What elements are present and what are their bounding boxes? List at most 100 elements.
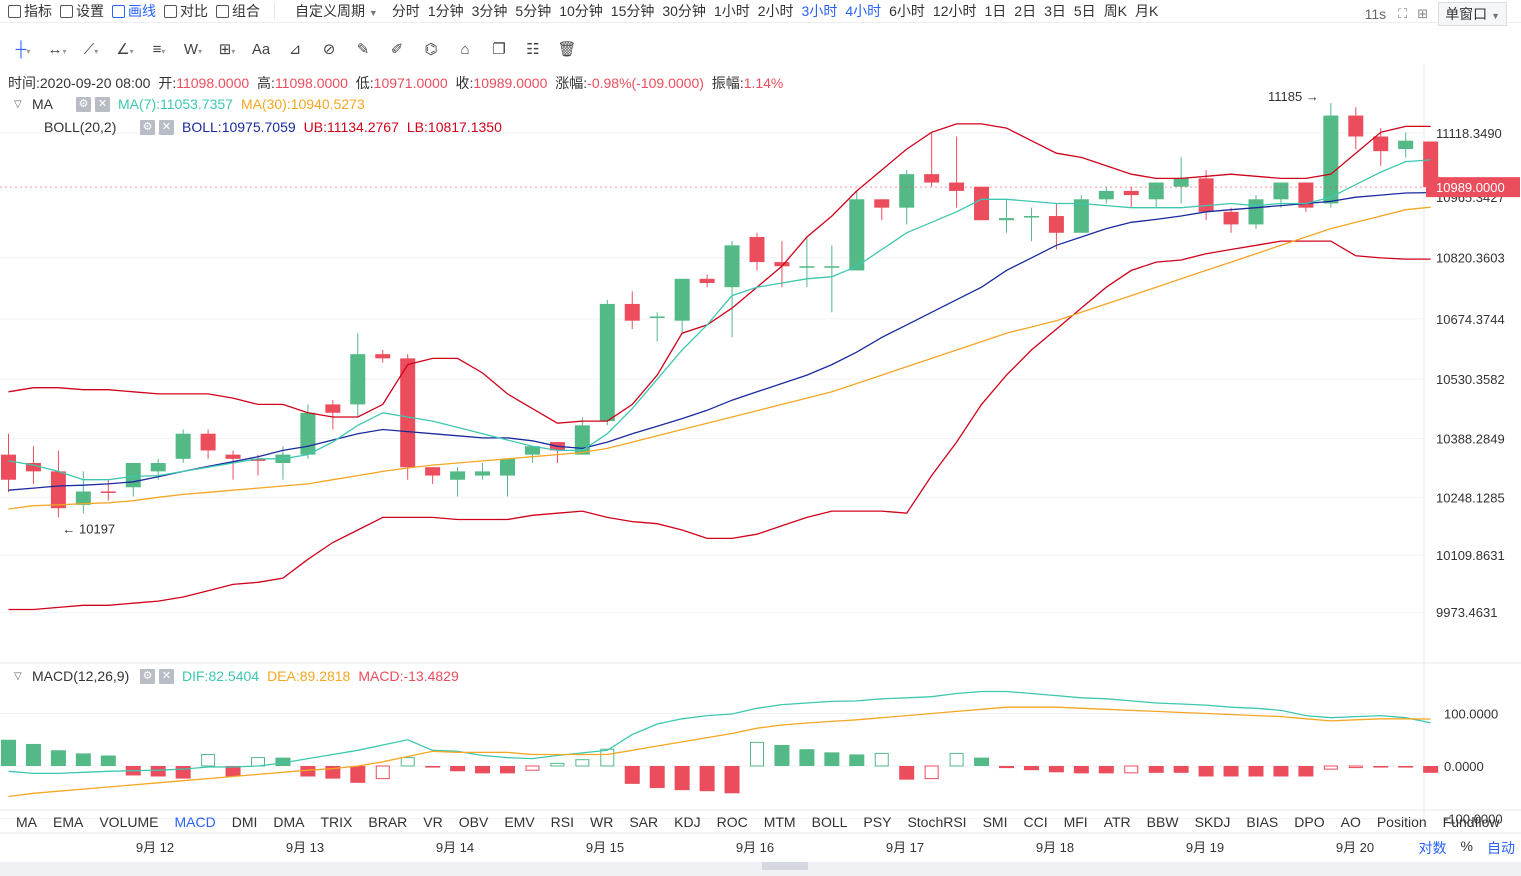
indicator-tab[interactable]: BOLL [811,814,848,830]
period-tab[interactable]: 1日 [984,3,1007,19]
angle-icon[interactable]: ∠▾ [116,41,134,58]
collapse-icon[interactable]: ▽ [14,98,22,110]
wave-icon[interactable]: W▾ [183,41,203,58]
indicator-tab[interactable]: MA [16,814,37,830]
macd-histogram-bar [1048,766,1064,773]
custom-period-select[interactable]: 自定义周期 ▼ [295,3,378,19]
eye-icon[interactable]: ⌬ [424,41,438,58]
indicator-tab[interactable]: EMV [504,814,535,830]
indicator-tab[interactable]: MACD [174,814,216,830]
trend-line-icon[interactable]: ⟋▾ [83,41,99,58]
indicator-tab[interactable]: DMA [273,814,305,830]
parallel-lines-icon[interactable]: ≡▾ [152,41,166,58]
indicator-tab[interactable]: BRAR [368,814,408,830]
indicator-tab[interactable]: MFI [1063,814,1088,830]
toolbar-pen-button[interactable]: 画线 [112,1,156,21]
indicator-tab[interactable]: DMI [231,814,258,830]
boll-upper-band [8,123,1431,424]
magnet-icon[interactable]: ⊘ [322,41,336,58]
indicator-tab[interactable]: KDJ [674,814,701,830]
indicator-tab[interactable]: PSY [863,814,892,830]
indicator-tab[interactable]: SAR [629,814,659,830]
period-tab[interactable]: 2小时 [757,3,794,19]
period-tab[interactable]: 30分钟 [662,3,706,19]
period-tab[interactable]: 5日 [1073,3,1096,19]
indicator-tab[interactable]: ROC [716,814,748,830]
collapse-icon[interactable]: ▽ [14,670,22,682]
toolbar-layout-button[interactable]: 组合 [216,1,260,21]
gear-icon[interactable]: ⚙ [76,96,91,112]
period-tab[interactable]: 3小时 [801,3,838,19]
indicator-tab[interactable]: StochRSI [907,814,967,830]
period-tab[interactable]: 周K [1103,3,1128,19]
indicator-tab[interactable]: TRIX [320,814,353,830]
indicator-tab[interactable]: ATR [1103,814,1131,830]
candle-body [150,463,166,472]
rectangle-tool-icon[interactable]: ⊞▾ [218,41,236,58]
time-scroll-track[interactable] [0,862,1521,876]
trash-icon[interactable]: 🗑︎ [557,41,577,58]
period-tab[interactable]: 2日 [1014,3,1037,19]
gear-icon[interactable]: ⚙ [140,668,155,684]
indicator-tab[interactable]: DPO [1294,814,1325,830]
time-scroll-handle[interactable] [762,862,808,870]
candle-body [450,471,466,480]
indicator-tab[interactable]: SKDJ [1194,814,1231,830]
period-tab[interactable]: 5分钟 [515,3,552,19]
fullscreen-icon[interactable]: ⛶ [1398,6,1408,21]
toolbar-compare-button[interactable]: 对比 [164,1,208,21]
percent-scale-toggle[interactable]: % [1460,838,1473,854]
toolbar-indicator-button[interactable]: 指标 [8,1,52,21]
period-tab[interactable]: 月K [1135,3,1159,19]
window-add-icon[interactable]: ⊞ [1417,6,1429,21]
copy-icon[interactable]: ❐ [492,41,506,58]
period-tab[interactable]: 6小时 [889,3,925,19]
indicator-tab[interactable]: Position [1376,814,1427,830]
ruler-icon[interactable]: ✎ [356,41,370,58]
settings-grid-icon[interactable]: ☷ [526,41,540,58]
log-scale-toggle[interactable]: 对数 [1418,840,1447,856]
period-tab[interactable]: 1分钟 [427,3,464,19]
indicator-tab[interactable]: WR [590,814,614,830]
macd-histogram-bar [1098,766,1114,774]
period-tab[interactable]: 分时 [391,3,420,19]
period-tab[interactable]: 10分钟 [559,3,603,19]
kline-chart[interactable]: 11118.3490 10820.3603 10674.3744 10530.3582… [0,64,1521,862]
indicator-tab[interactable]: BBW [1146,814,1179,830]
text-tool-icon[interactable]: Aa [251,41,271,58]
period-tab[interactable]: 15分钟 [610,3,655,19]
lock-icon[interactable]: ⌂ [460,41,470,58]
indicator-tab[interactable]: CCI [1023,814,1048,830]
close-icon[interactable]: ✕ [159,119,174,135]
indicator-tab[interactable]: MTM [763,814,796,830]
indicator-tab[interactable]: VR [423,814,443,830]
window-mode-select[interactable]: 单窗口 ▼ [1438,2,1507,26]
period-tab[interactable]: 3日 [1044,3,1066,19]
toolbar-gear-button[interactable]: 设置 [60,1,104,21]
indicator-tab[interactable]: VOLUME [99,814,159,830]
period-tab[interactable]: 4小时 [845,3,882,19]
brush-icon[interactable]: ✐ [390,41,404,58]
horizontal-ray-icon[interactable]: ↔▾ [47,41,67,58]
close-icon[interactable]: ✕ [159,668,174,684]
macd-histogram-bar [375,765,390,780]
measure-icon[interactable]: ⊿ [288,41,302,58]
period-tab[interactable]: 12小时 [932,3,977,19]
macd-histogram-bar [1323,765,1338,770]
crosshair-icon[interactable]: ┼▾ [15,41,31,58]
period-tab[interactable]: 3分钟 [471,3,508,19]
indicator-tab[interactable]: RSI [550,814,575,830]
indicator-tab[interactable]: OBV [458,814,489,830]
gear-icon[interactable]: ⚙ [140,119,155,135]
auto-scale-toggle[interactable]: 自动 [1487,840,1515,856]
chevron-down-icon: ▼ [1491,11,1500,21]
close-icon[interactable]: ✕ [95,96,110,112]
candle-body [999,218,1014,221]
indicator-tab[interactable]: BIAS [1246,814,1279,830]
period-tab[interactable]: 1小时 [713,3,750,19]
indicator-tab[interactable]: SMI [982,814,1008,830]
indicator-tab[interactable]: EMA [53,814,84,830]
high-price-label: 11185 → [1268,89,1319,104]
indicator-tab[interactable]: AO [1340,814,1361,830]
indicator-tab[interactable]: Fundflow [1442,814,1500,830]
